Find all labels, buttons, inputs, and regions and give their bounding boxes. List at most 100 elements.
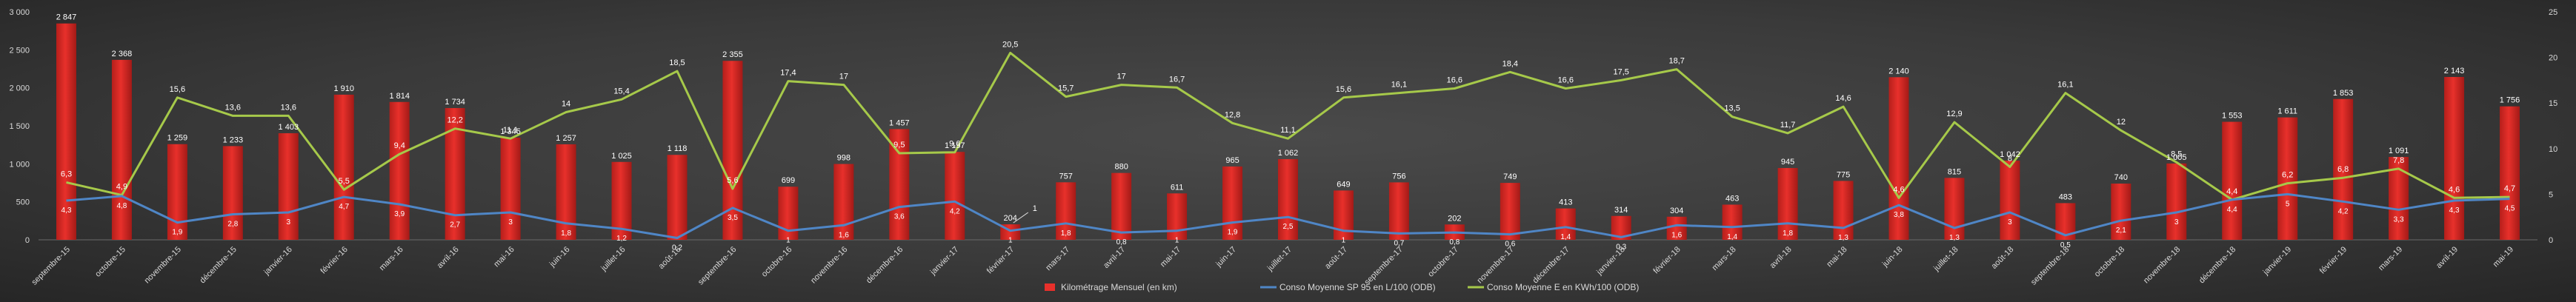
- blue-point-label: 2,1: [2116, 226, 2126, 235]
- bar-value-label: 1 611: [2277, 107, 2297, 116]
- blue-point-label: 4,8: [116, 202, 127, 210]
- right-axis: 0 5 10 15 20 25: [2549, 8, 2557, 245]
- x-tick-label: juillet-16: [599, 245, 627, 273]
- annotation-leader: [1013, 212, 1029, 224]
- green-point-label: 17: [839, 73, 848, 81]
- blue-point-label: 1,4: [1560, 233, 1571, 241]
- x-tick-label: mars-19: [2377, 245, 2404, 272]
- bar-value-label: 1 345: [500, 127, 521, 136]
- right-axis-tick-label: 0: [2549, 236, 2553, 245]
- green-point-label: 11,7: [1780, 121, 1796, 130]
- legend-item-label: Kilométrage Mensuel (en km): [1061, 282, 1177, 292]
- bar-février-18: [1666, 216, 1687, 240]
- x-tick-label: janvier-17: [928, 245, 960, 277]
- x-tick-label: septembre-15: [30, 245, 72, 286]
- legend: Kilométrage Mensuel (en km) Conso Moyenne…: [1045, 282, 1639, 292]
- x-tick-label: février-18: [1651, 245, 1682, 275]
- x-tick-label: septembre-16: [696, 245, 738, 286]
- green-point-label: 8,5: [2171, 150, 2182, 158]
- bar-value-label: 2 847: [56, 13, 77, 22]
- green-point-label: 18,4: [1502, 59, 1518, 68]
- bar-value-label: 1 756: [2500, 96, 2520, 105]
- blue-point-label: 1: [786, 237, 791, 245]
- blue-point-label: 1,6: [839, 231, 849, 239]
- x-tick-label: janvier-19: [2261, 245, 2293, 277]
- green-point-label: 14,6: [1835, 94, 1851, 103]
- bar-value-label: 2 368: [112, 50, 133, 58]
- bar-septembre-15: [56, 23, 76, 240]
- green-point-label: 17,4: [780, 69, 796, 78]
- green-point-label: 15,7: [1058, 84, 1074, 93]
- bar-value-label: 756: [1392, 172, 1405, 181]
- right-axis-tick-label: 15: [2549, 99, 2557, 108]
- green-point-label: 9,6: [949, 140, 960, 149]
- bar-value-label: 1 091: [2389, 147, 2409, 155]
- x-tick-label: décembre-16: [865, 245, 905, 285]
- x-tick-label: octobre-16: [760, 245, 794, 279]
- green-point-label: 4,6: [2449, 185, 2460, 194]
- bar-value-label: 1 910: [333, 84, 354, 93]
- bar-value-label: 202: [1448, 214, 1461, 223]
- bar-value-label: 775: [1837, 170, 1850, 179]
- bar-value-label: 1 403: [279, 123, 299, 132]
- bar-mai-18: [1833, 181, 1854, 240]
- x-tick-label: avril-19: [2434, 245, 2460, 270]
- x-tick-label: novembre-15: [143, 245, 183, 285]
- bar-avril-19: [2444, 76, 2465, 240]
- x-axis-ticks: septembre-15 octobre-15 novembre-15 décembr…: [30, 245, 2516, 287]
- x-tick-label: décembre-18: [2197, 245, 2237, 285]
- bar-value-label: 1 025: [611, 152, 632, 161]
- x-tick-label: mars-18: [1711, 245, 1738, 272]
- bar-value-label: 740: [2114, 173, 2128, 182]
- bar-value-label: 880: [1114, 163, 1128, 172]
- blue-point-label: 3: [2008, 218, 2012, 226]
- bar-septembre-17: [1388, 182, 1409, 240]
- blue-point-label: 2,5: [1283, 223, 1294, 231]
- blue-point-label: 1: [1342, 237, 1346, 245]
- bar-septembre-16: [722, 61, 743, 240]
- x-tick-label: août-17: [1323, 245, 1349, 271]
- bar-octobre-16: [778, 187, 799, 240]
- bar-mai-17: [1167, 193, 1188, 240]
- bar-value-label: 314: [1614, 206, 1628, 215]
- x-tick-label: février-19: [2318, 245, 2349, 275]
- green-point-label: 7,8: [2393, 156, 2404, 165]
- blue-point-label: 1,2: [616, 235, 627, 243]
- x-tick-label: février-17: [985, 245, 1016, 275]
- bar-novembre-16: [833, 164, 854, 240]
- green-point-label: 11,1: [503, 126, 519, 135]
- bar-value-label: 749: [1503, 172, 1517, 181]
- bar-value-label: 1 118: [668, 144, 688, 153]
- blue-point-label: 4,3: [2449, 207, 2460, 215]
- bar-value-label: 1 005: [2166, 153, 2187, 162]
- bar-value-label: 2 143: [2444, 67, 2465, 76]
- x-tick-label: décembre-17: [1531, 245, 1571, 285]
- bar-value-label: 611: [1171, 183, 1184, 192]
- green-point-label: 15,6: [1336, 85, 1351, 94]
- blue-point-label: 4,4: [2227, 206, 2237, 214]
- left-axis-tick-label: 1 500: [9, 122, 30, 131]
- bar-août-17: [1333, 190, 1354, 240]
- blue-point-label: 3,3: [2394, 215, 2404, 224]
- x-tick-label: juillet-18: [1931, 245, 1960, 273]
- bar-mai-16: [500, 137, 521, 240]
- left-axis: 0 500 1 000 1 500 2 000 2 500 3 000: [9, 8, 2537, 245]
- x-tick-label: juin-17: [1214, 245, 1239, 269]
- bar-juillet-17: [1278, 158, 1298, 240]
- bar-juillet-18: [1944, 178, 1965, 240]
- bar-value-label: 1 062: [1278, 149, 1299, 158]
- bar-janvier-17: [945, 152, 965, 240]
- blue-point-label: 3: [2174, 218, 2179, 226]
- legend-item-label: Conso Moyenne E en KWh/100 (ODB): [1487, 282, 1639, 292]
- x-tick-label: décembre-15: [199, 245, 239, 285]
- x-tick-label: avril-17: [1102, 245, 1127, 270]
- green-point-label: 13,5: [1724, 104, 1740, 113]
- blue-point-label: 3: [287, 218, 291, 226]
- x-tick-label: août-16: [657, 245, 683, 271]
- x-tick-label: novembre-17: [1476, 245, 1516, 285]
- blue-point-label: 3,6: [894, 213, 905, 221]
- bar-value-label: 1 553: [2222, 112, 2243, 121]
- blue-point-label: 0,5: [2060, 241, 2071, 249]
- blue-point-label: 0,2: [672, 244, 682, 252]
- x-tick-label: juin-18: [1880, 245, 1905, 269]
